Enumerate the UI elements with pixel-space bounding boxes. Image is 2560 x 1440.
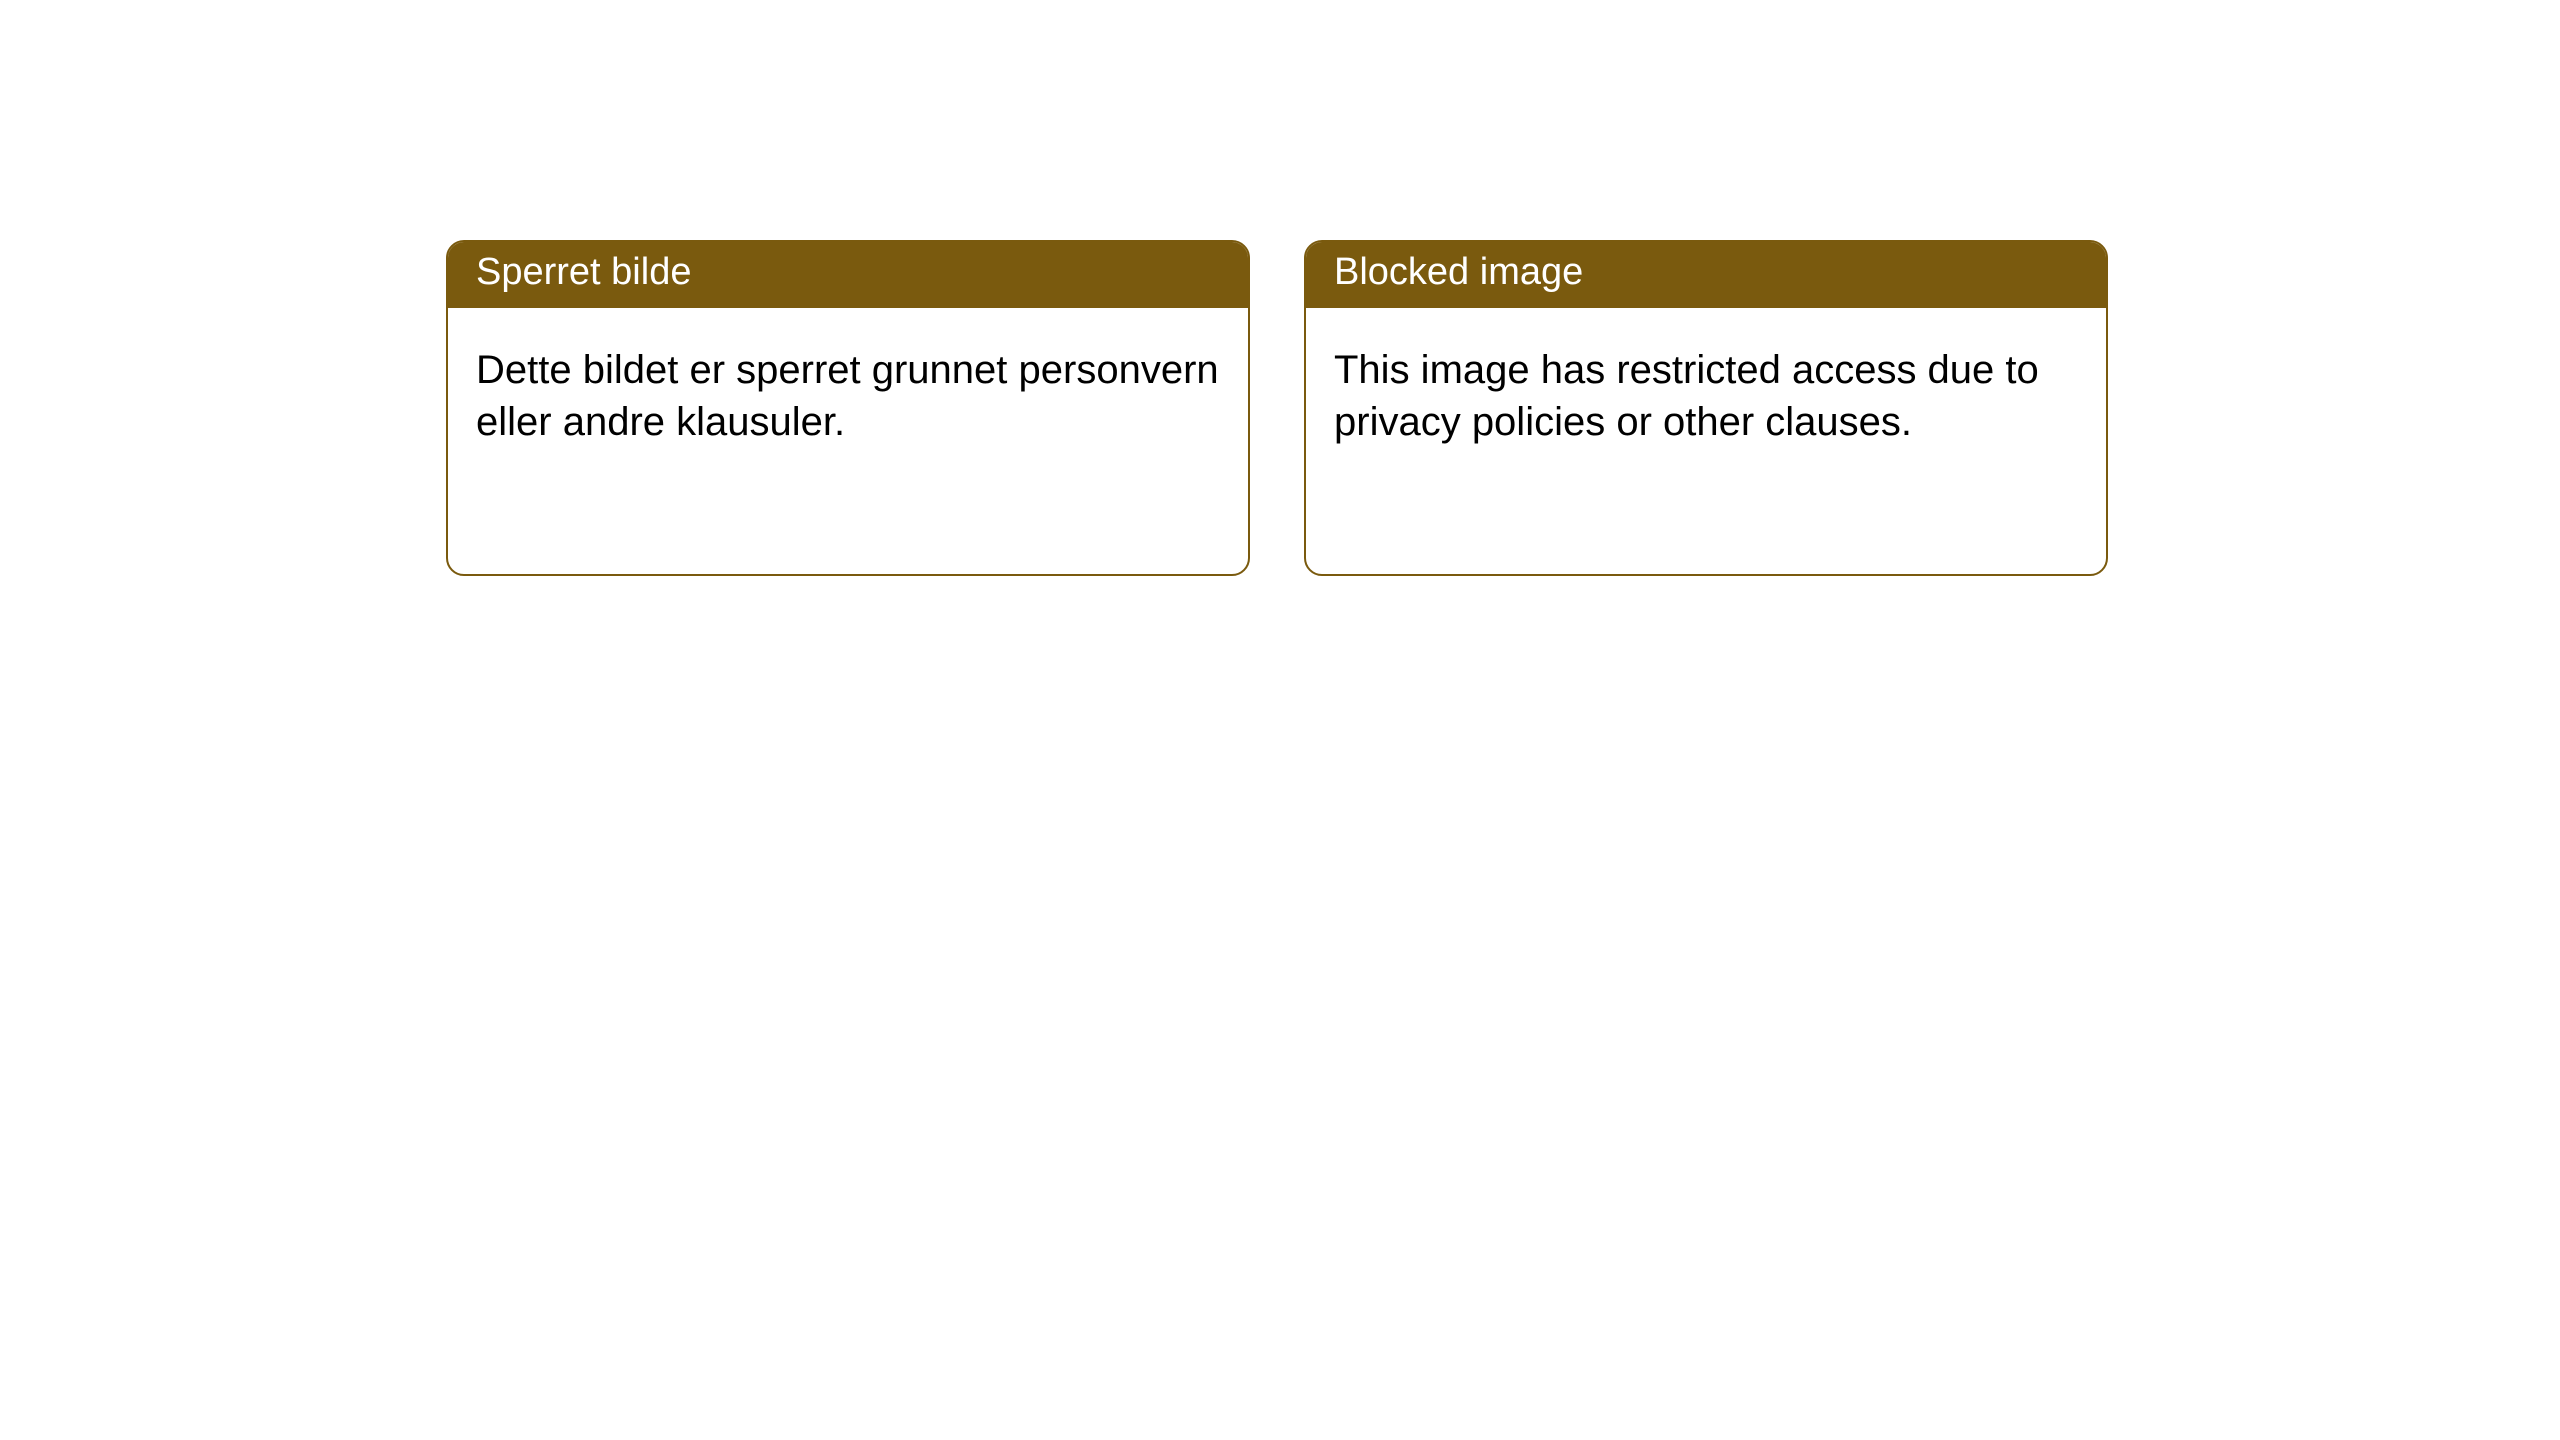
notice-container: Sperret bilde Dette bildet er sperret gr… (0, 0, 2560, 576)
notice-body-norwegian: Dette bildet er sperret grunnet personve… (448, 308, 1248, 476)
notice-card-english: Blocked image This image has restricted … (1304, 240, 2108, 576)
notice-body-english: This image has restricted access due to … (1306, 308, 2106, 476)
notice-header-english: Blocked image (1306, 242, 2106, 308)
notice-header-norwegian: Sperret bilde (448, 242, 1248, 308)
notice-card-norwegian: Sperret bilde Dette bildet er sperret gr… (446, 240, 1250, 576)
